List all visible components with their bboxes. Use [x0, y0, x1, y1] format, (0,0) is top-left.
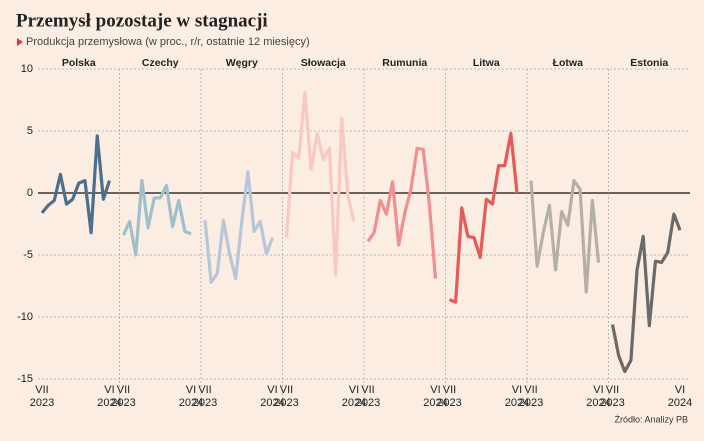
- panel-title: Litwa: [473, 57, 500, 69]
- series-line: [610, 212, 682, 374]
- x-tick-label: VI 2024: [668, 384, 692, 409]
- series-line: [366, 146, 438, 279]
- y-tick-label: -10: [17, 311, 33, 323]
- series-line: [529, 179, 601, 294]
- chart-subtitle: Produkcja przemysłowa (w proc., r/r, ost…: [26, 36, 310, 48]
- chart-title: Przemysł pozostaje w stagnacji: [16, 10, 268, 31]
- series-line: [284, 90, 356, 277]
- x-tick-label: VI 2024: [505, 384, 529, 409]
- panel-title: Łotwa: [553, 57, 583, 69]
- x-tick-label: VII 2023: [193, 384, 217, 409]
- y-tick-label: -15: [17, 373, 33, 385]
- panel-title: Czechy: [142, 57, 179, 69]
- x-tick-label: VI 2024: [423, 384, 447, 409]
- series-line: [40, 134, 112, 235]
- x-tick-label: VII 2023: [356, 384, 380, 409]
- x-tick-label: VI 2024: [586, 384, 610, 409]
- series-line: [203, 170, 274, 284]
- x-tick-label: VII 2023: [437, 384, 461, 409]
- x-tick-label: VII 2023: [111, 384, 135, 409]
- x-tick-label: VII 2023: [274, 384, 298, 409]
- x-tick-label: VII 2023: [30, 384, 54, 409]
- x-tick-label: VII 2023: [519, 384, 543, 409]
- x-tick-label: VI 2024: [179, 384, 203, 409]
- x-tick-label: VI 2024: [260, 384, 284, 409]
- x-tick-label: VII 2023: [600, 384, 624, 409]
- panel-title: Estonia: [630, 57, 668, 69]
- panel-title: Słowacja: [301, 57, 346, 69]
- series-line: [448, 131, 519, 304]
- panel-title: Polska: [62, 57, 96, 69]
- y-tick-label: 10: [21, 63, 33, 75]
- panel-title: Rumunia: [382, 57, 427, 69]
- panel-title: Węgry: [226, 57, 258, 69]
- series-line: [122, 179, 192, 257]
- x-tick-label: VI 2024: [97, 384, 121, 409]
- subtitle-marker: [17, 38, 23, 46]
- source: Źródło: Analizy PB: [614, 414, 688, 424]
- y-tick-label: 0: [27, 187, 33, 199]
- y-tick-label: -5: [23, 249, 33, 261]
- y-tick-label: 5: [27, 125, 33, 137]
- x-tick-label: VI 2024: [342, 384, 366, 409]
